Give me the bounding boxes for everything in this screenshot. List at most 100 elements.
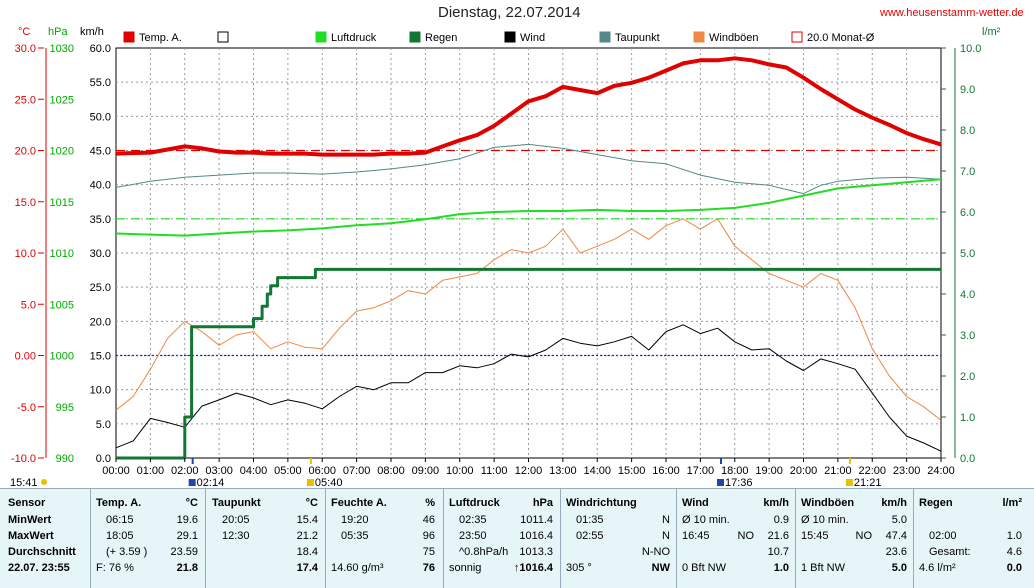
rain-tick: 8.0 [960,125,975,137]
press-time: sonnig [449,562,482,574]
chart-title: Dienstag, 22.07.2014 [438,4,581,21]
column-divider [913,489,914,588]
press-unit: hPa [532,497,553,509]
press-value: ↑1016.4 [513,562,553,574]
time-tick: 13:00 [549,465,577,477]
column-divider [676,489,677,588]
reference-lines [116,149,941,357]
time-tick: 19:00 [755,465,783,477]
legend-label: Taupunkt [615,32,660,44]
column-divider [560,489,561,588]
unit-wind: km/h [80,26,104,38]
event-marker [306,479,314,486]
hum-value: 75 [422,546,435,558]
legend-swatch [315,31,327,43]
rain-value: 4.6 [1006,546,1022,558]
legend-swatch [791,31,803,43]
wind-tick: 30.0 [90,248,111,260]
temp-time: F: 76 % [96,562,134,574]
left-marker-dot [41,479,47,485]
chart-axes: 30.0 25.0 20.0 15.0 10.0 5.0 0.00 -5.0 -10.0 1030… [11,43,982,477]
gust-time: 15:45 [801,530,829,542]
press-tick: 1005 [50,299,74,311]
legend-label: Regen [425,32,457,44]
wind-time: 0 Bft NW [682,562,727,574]
temp-tick: 5.0 [21,299,36,311]
wind-value: 10.7 [767,546,789,558]
press-tick: 990 [56,453,74,465]
press-value: 1011.4 [520,514,553,526]
event-marker [845,479,853,486]
rain-time: Gesamt: [929,546,971,558]
time-tick: 05:00 [274,465,302,477]
event-label: 05:40 [315,477,343,488]
time-tick: 10:00 [446,465,474,477]
dir-time: 01:35 [576,514,604,526]
sensor-row-label: 22.07. 23:55 [8,562,70,574]
press-tick: 1000 [50,351,74,363]
hum-unit: % [425,497,435,509]
legend-label: Wind [520,32,545,44]
column-divider [90,489,91,588]
sensor-row-label: MinWert [8,514,52,526]
temp-tick: 0.00 [15,351,36,363]
hum-value: 46 [422,514,435,526]
unit-temp: °C [18,26,31,38]
press-time: 02:35 [459,514,487,526]
temp-header: Temp. A. [96,497,142,509]
wind-tick: 40.0 [90,180,111,192]
legend-swatch [217,31,229,43]
rain-time: 02:00 [929,530,957,542]
wind-tick: 50.0 [90,111,111,123]
wind-dir: NO [737,530,755,542]
rain-header: Regen [919,497,953,509]
wind-tick: 55.0 [90,77,111,89]
event-label: 02:14 [197,477,225,488]
legend-swatch [693,31,705,43]
gust-time: Ø 10 min. [801,514,849,526]
hum-time: 19:20 [341,514,369,526]
rain-tick: 9.0 [960,84,975,96]
rain-value: 1.0 [1006,530,1022,542]
unit-press: hPa [48,26,68,38]
temp-tick: -10.0 [11,453,36,465]
wind-tick: 15.0 [90,351,111,363]
rain-tick: 5.0 [960,248,975,260]
press-tick: 1025 [50,94,74,106]
series-wind [115,324,942,452]
gust-value: 47.4 [885,530,907,542]
left-marker-label: 15:41 [10,477,38,488]
rain-unit: l/m² [1002,497,1022,509]
rain-tick: 4.0 [960,289,975,301]
dir-value: N-NO [641,546,670,558]
wind-tick: 10.0 [90,385,111,397]
gust-header: Windböen [801,497,855,509]
legend-label: Windböen [709,32,759,44]
dew-unit: °C [305,497,318,509]
chart-series [115,56,942,460]
website-link[interactable]: www.heusenstamm-wetter.de [880,7,1024,19]
wind-header: Wind [682,497,709,509]
legend-swatch [504,31,516,43]
time-tick: 12:00 [515,465,543,477]
temp-value: 23.59 [170,546,198,558]
press-time: ^0.8hPa/h [459,546,509,558]
rain-tick: 1.0 [960,412,975,424]
press-header: Luftdruck [449,497,500,509]
rain-tick: 10.0 [960,43,981,55]
dir-header: Windrichtung [566,497,637,509]
dir-time: 305 ° [566,562,592,574]
sensor-row-label: MaxWert [8,530,54,542]
time-tick: 07:00 [343,465,371,477]
wind-tick: 0.0 [96,453,111,465]
chart-legend: Temp. A. Luftdruck Regen Wind Taupunkt Windbö… [123,31,875,44]
legend-swatch [123,31,135,43]
series-windb-en [115,218,942,421]
sensor-header: Sensor [8,497,46,509]
legend-swatch [409,31,421,43]
temp-tick: 25.0 [15,94,36,106]
rain-tick: 7.0 [960,166,975,178]
column-divider [325,489,326,588]
time-tick: 04:00 [240,465,268,477]
statistics-table: Sensor MinWert MaxWert Durchschnitt 22.07. 2… [0,488,1034,588]
